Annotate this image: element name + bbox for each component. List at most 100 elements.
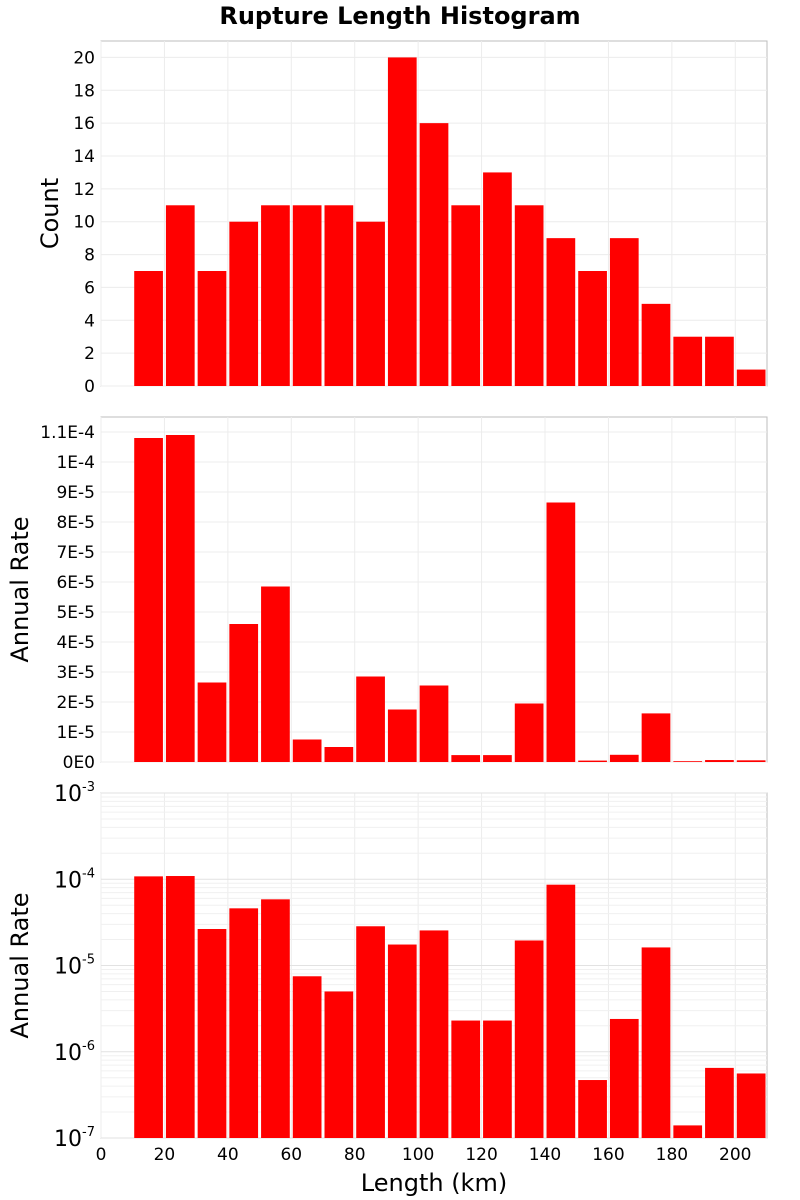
y-tick-label: 3E-5	[56, 663, 95, 683]
y-tick-label: 9E-5	[56, 483, 95, 503]
bar	[387, 57, 417, 387]
x-tick-label: 100	[402, 1145, 434, 1165]
y-axis-label: Count	[36, 178, 64, 249]
bar	[451, 205, 481, 386]
x-tick-label: 200	[719, 1145, 751, 1165]
y-tick-label: 8	[84, 246, 95, 266]
bar	[165, 435, 195, 762]
bar	[578, 1080, 607, 1138]
x-tick-label: 160	[592, 1145, 624, 1165]
y-tick-label: 12	[73, 180, 95, 200]
bar	[324, 205, 354, 386]
bar	[673, 761, 703, 762]
bar	[356, 926, 385, 1138]
y-tick-label: 6E-5	[56, 573, 95, 593]
y-tick-label: 7E-5	[56, 543, 95, 563]
bar	[736, 1073, 766, 1138]
bar	[736, 760, 766, 762]
bar	[641, 303, 671, 386]
bar	[356, 221, 385, 386]
y-tick-label: 20	[73, 48, 95, 68]
y-tick-label: 18	[73, 81, 95, 101]
bar	[229, 221, 259, 386]
y-tick-label: 1E-5	[56, 723, 95, 743]
bar	[609, 754, 639, 762]
bar	[387, 944, 417, 1138]
x-tick-label: 140	[529, 1145, 561, 1165]
bar	[736, 369, 766, 386]
bar	[229, 624, 259, 762]
y-tick-label: 10-4	[54, 866, 95, 893]
bar	[419, 930, 449, 1138]
x-tick-label: 180	[656, 1145, 688, 1165]
y-tick-label: 5E-5	[56, 603, 95, 623]
bar	[324, 747, 354, 762]
x-axis-label: Length (km)	[361, 1169, 507, 1197]
y-tick-label: 8E-5	[56, 513, 95, 533]
bar	[134, 438, 163, 762]
bar	[641, 947, 671, 1138]
bar	[673, 336, 703, 386]
y-tick-label: 2	[84, 344, 95, 364]
bar	[451, 755, 481, 762]
y-tick-label: 10-5	[54, 953, 95, 980]
bar	[641, 713, 671, 762]
chart-title: Rupture Length Histogram	[219, 2, 581, 30]
bar	[514, 205, 544, 386]
x-tick-label: 20	[154, 1145, 176, 1165]
bar	[705, 1067, 734, 1138]
bar	[705, 336, 734, 386]
bar	[261, 899, 290, 1138]
y-tick-label: 10-6	[54, 1039, 95, 1066]
y-tick-label: 1.1E-4	[40, 423, 95, 443]
y-tick-label: 2E-5	[56, 693, 95, 713]
y-axis-label: Annual Rate	[6, 892, 34, 1038]
bar	[197, 682, 227, 762]
bar	[134, 271, 163, 386]
y-axis-label: Annual Rate	[6, 516, 34, 662]
bar	[419, 123, 449, 387]
bar	[165, 205, 195, 386]
y-tick-label: 10-3	[54, 780, 95, 807]
y-tick-label: 0	[84, 377, 95, 397]
y-tick-label: 1E-4	[56, 453, 95, 473]
x-tick-label: 40	[217, 1145, 239, 1165]
bar	[578, 271, 607, 386]
bar	[292, 976, 322, 1138]
y-tick-label: 6	[84, 278, 95, 298]
bar	[292, 205, 322, 386]
bar	[165, 876, 195, 1138]
bar	[483, 1020, 512, 1138]
y-tick-label: 10	[73, 213, 95, 233]
bar	[483, 172, 512, 386]
bar	[705, 760, 734, 762]
bar	[387, 709, 417, 762]
x-tick-label: 120	[465, 1145, 497, 1165]
bar	[229, 908, 259, 1138]
bar	[546, 502, 576, 762]
bar	[483, 755, 512, 762]
bar	[578, 760, 607, 762]
y-tick-label: 0E0	[63, 753, 95, 773]
bar	[609, 238, 639, 386]
y-tick-label: 4E-5	[56, 633, 95, 653]
y-tick-label: 14	[73, 147, 95, 167]
bar	[546, 238, 576, 386]
bar	[197, 928, 227, 1138]
bar	[261, 205, 290, 386]
bar	[609, 1018, 639, 1138]
bar	[514, 940, 544, 1138]
bar	[197, 271, 227, 386]
bar	[324, 991, 354, 1138]
x-tick-label: 80	[344, 1145, 366, 1165]
bar	[546, 884, 576, 1138]
bar	[673, 1125, 703, 1138]
bar	[356, 676, 385, 762]
bar	[451, 1020, 481, 1138]
y-tick-label: 4	[84, 311, 95, 331]
bar	[134, 876, 163, 1138]
bar	[261, 586, 290, 762]
x-tick-label: 60	[280, 1145, 302, 1165]
x-tick-label: 0	[96, 1145, 107, 1165]
